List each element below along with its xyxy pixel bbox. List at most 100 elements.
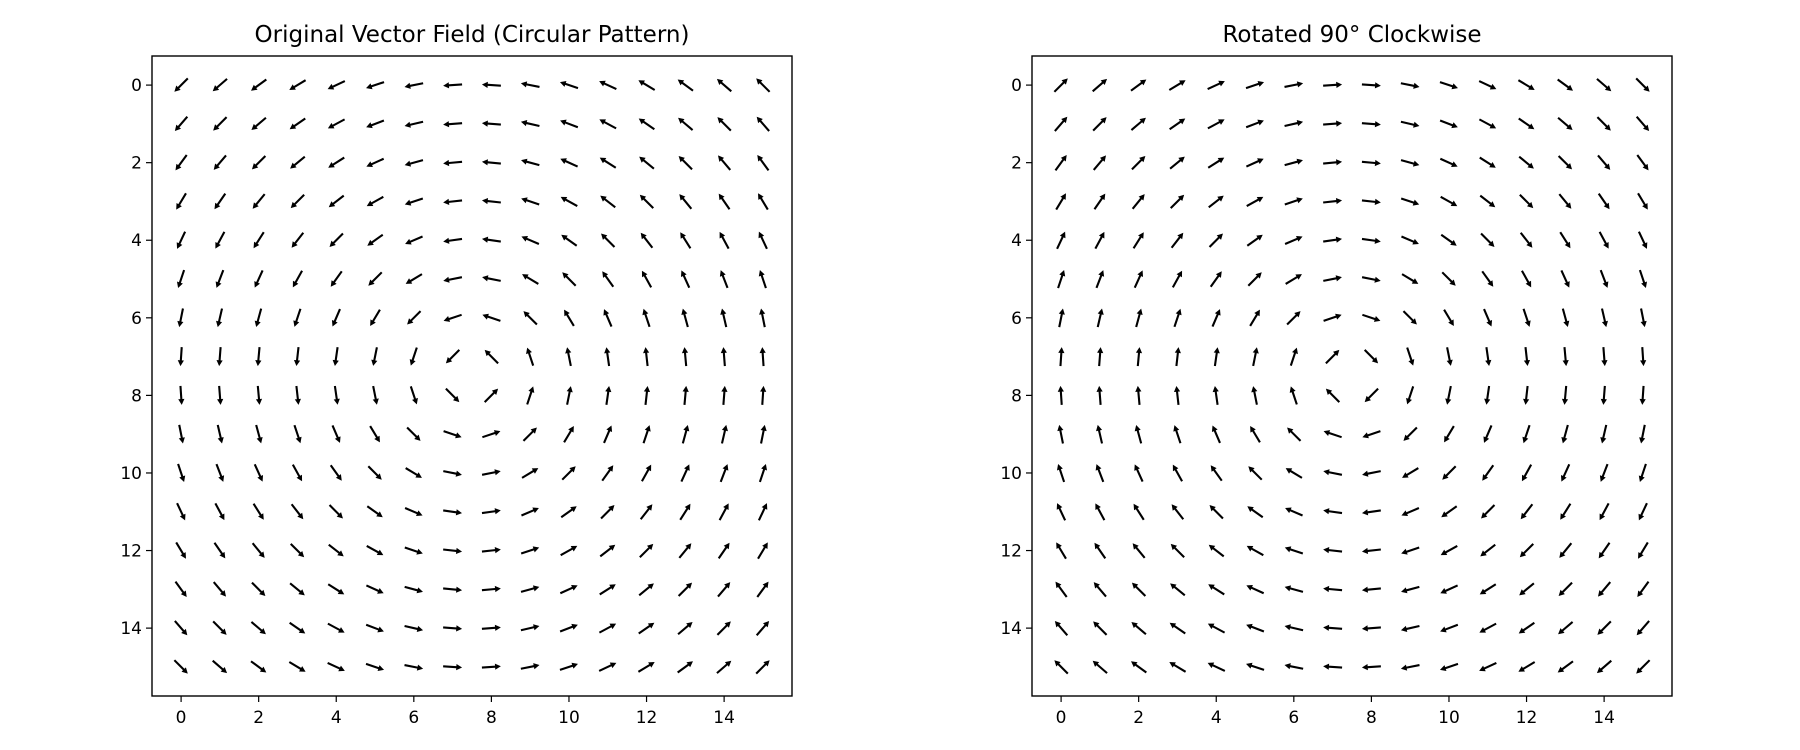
vector-arrow [1403, 426, 1418, 441]
vector-arrow [1559, 231, 1571, 249]
vector-arrow [716, 621, 731, 636]
vector-arrow [176, 231, 187, 249]
vector-arrow [1092, 117, 1107, 132]
vector-arrow [643, 385, 651, 405]
vector-arrow [1441, 505, 1458, 518]
vector-arrow [1598, 542, 1611, 559]
vector-arrow [291, 232, 305, 248]
vector-arrow [290, 193, 305, 209]
vector-arrow [679, 194, 693, 210]
vector-arrow [642, 425, 651, 444]
vector-arrow [638, 583, 654, 597]
vector-arrow [174, 77, 189, 92]
vector-arrow [1478, 118, 1497, 129]
vector-arrow [760, 424, 767, 444]
x-tick-label: 10 [1438, 708, 1460, 728]
vector-arrow [1597, 154, 1611, 170]
vector-arrow [598, 623, 617, 634]
vector-arrow [443, 586, 463, 593]
y-tick-label: 8 [131, 386, 142, 406]
vector-arrow [291, 464, 303, 482]
vector-arrow [484, 349, 499, 365]
vector-arrow [1519, 232, 1533, 248]
vector-arrow [1523, 347, 1531, 367]
vector-arrow [176, 192, 187, 210]
vector-arrow [1246, 623, 1265, 633]
vector-arrow [601, 465, 614, 482]
y-tick-label: 8 [1011, 386, 1022, 406]
y-tick-label: 14 [120, 619, 142, 639]
vector-arrow [404, 82, 424, 89]
vector-arrow [641, 464, 652, 482]
vector-arrow [1057, 270, 1066, 289]
vector-arrow [1209, 271, 1222, 288]
y-tick-label: 12 [120, 542, 142, 562]
vector-arrow [1640, 347, 1647, 367]
vector-arrow [720, 347, 727, 367]
vector-arrow [1558, 581, 1573, 597]
vector-arrow [677, 79, 694, 92]
vector-arrow [1638, 541, 1649, 559]
vector-arrow [717, 155, 732, 171]
vector-arrow [598, 662, 617, 672]
vector-arrow [445, 349, 461, 364]
vector-arrow [1134, 464, 1144, 483]
vector-arrow [681, 347, 689, 367]
vector-arrow [1097, 347, 1104, 367]
vector-arrow [1285, 274, 1302, 285]
vector-arrow [217, 385, 224, 405]
vector-arrow [1636, 659, 1651, 674]
vector-arrow [521, 235, 540, 245]
vector-arrow [599, 80, 617, 91]
vector-arrow [1444, 425, 1455, 443]
vector-arrow [1057, 385, 1064, 405]
vector-arrow [1596, 78, 1612, 92]
vector-arrow [328, 504, 343, 519]
vector-arrow [1440, 195, 1458, 207]
vector-arrow [1441, 271, 1456, 286]
vector-arrow [327, 622, 345, 633]
vector-arrow [1057, 424, 1064, 444]
vector-arrow [290, 503, 304, 520]
x-tick-label: 12 [636, 708, 658, 728]
vector-arrow [677, 582, 693, 597]
vector-arrow [1560, 463, 1571, 482]
vector-arrow [1323, 313, 1342, 322]
vector-arrow [756, 581, 769, 598]
y-tick-label: 10 [120, 464, 142, 484]
vector-arrow [216, 424, 224, 444]
vector-arrow [756, 78, 771, 93]
vector-arrow [1053, 78, 1068, 93]
vector-arrow [1519, 582, 1535, 596]
vector-arrow [1440, 545, 1458, 556]
vector-arrow [601, 233, 616, 248]
vector-arrow [1483, 308, 1493, 327]
vector-arrow [1637, 231, 1648, 249]
vector-arrow [1207, 623, 1226, 634]
vector-arrow [559, 623, 578, 633]
vector-arrow [1635, 116, 1650, 132]
vector-arrow [212, 620, 227, 635]
vector-arrow [1246, 584, 1265, 595]
vector-arrow [559, 80, 579, 90]
vector-arrow [333, 385, 340, 405]
vector-arrow [640, 232, 654, 249]
vector-arrow [719, 231, 730, 250]
vector-arrow [1172, 464, 1183, 482]
vector-arrow [1246, 662, 1265, 671]
vector-arrow [483, 388, 499, 403]
vector-arrow [520, 546, 540, 555]
vector-arrow [1561, 308, 1570, 327]
vector-arrow [1518, 117, 1535, 130]
vector-arrow [404, 159, 424, 167]
y-tick-label: 0 [131, 76, 142, 96]
vector-arrow [255, 385, 263, 405]
vector-arrow [1212, 385, 1219, 405]
vector-arrow [1093, 193, 1106, 210]
vector-arrow [1286, 311, 1301, 326]
vector-arrow [481, 236, 501, 243]
vector-arrow [1169, 156, 1185, 170]
vector-arrow [365, 584, 384, 594]
vector-arrow [293, 347, 301, 367]
vector-arrow [1637, 581, 1650, 597]
